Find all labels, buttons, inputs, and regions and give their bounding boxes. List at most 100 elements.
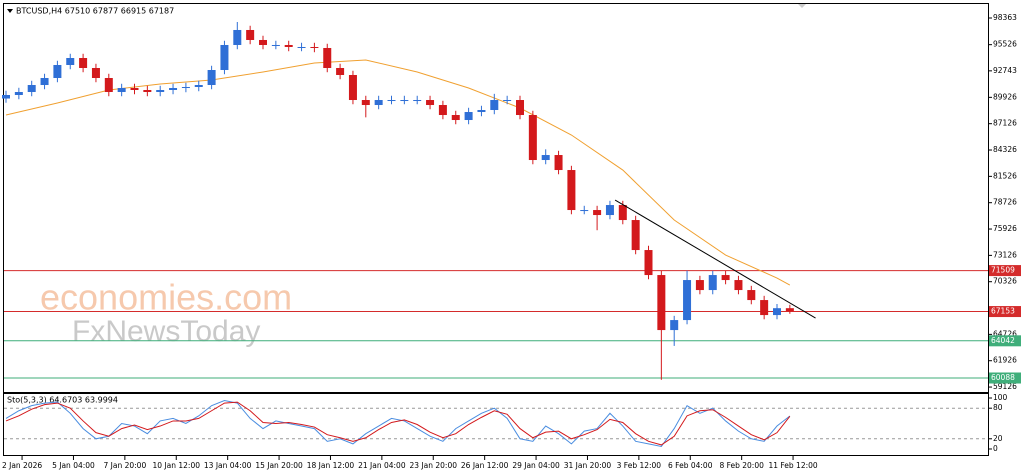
candle-body [593, 210, 602, 216]
candle-body [708, 275, 717, 291]
x-tick-label: 26 Jan 12:00 [461, 461, 509, 470]
candle-body [259, 39, 267, 45]
candle-body [53, 64, 62, 78]
sto-frame [3, 393, 989, 456]
level-label: 71509 [991, 266, 1015, 275]
y-tick-label: 0 [993, 444, 998, 453]
candle-body [670, 320, 679, 331]
candle-body [400, 100, 409, 102]
candle-body [143, 89, 152, 93]
candle-body [580, 210, 589, 212]
candle-body [246, 29, 255, 40]
candle-body [310, 46, 319, 48]
candle-body [503, 100, 512, 102]
y-tick-label: 70326 [993, 277, 1017, 286]
x-tick-label: 18 Jan 12:00 [307, 461, 355, 470]
candle-body [567, 170, 576, 211]
candle-body [27, 85, 36, 93]
candle-body [2, 95, 10, 99]
x-tick-label: 15 Jan 20:00 [255, 461, 303, 470]
x-tick-label: 29 Jan 04:00 [512, 461, 560, 470]
y-tick-label: 73126 [993, 250, 1017, 259]
candle-body [130, 88, 139, 90]
candle-body [785, 308, 794, 312]
candle-body [516, 100, 524, 116]
y-tick-label: 81526 [993, 171, 1017, 180]
y-tick-label: 95526 [993, 40, 1017, 49]
x-tick-label: 13 Jan 04:00 [204, 461, 252, 470]
level-label: 64042 [991, 336, 1015, 345]
candle-body [297, 46, 306, 48]
y-tick-label: 100 [993, 393, 1008, 402]
candle-body [104, 77, 113, 93]
x-tick-label: 2 Jan 2026 [2, 461, 42, 470]
level-label: 67153 [991, 307, 1015, 316]
candle-body [695, 280, 704, 291]
x-tick-label: 8 Feb 20:00 [719, 461, 764, 470]
x-tick-label: 11 Feb 12:00 [768, 461, 817, 470]
level-box [989, 265, 1021, 277]
symbol-arrow [7, 9, 13, 13]
candle-body [181, 86, 190, 89]
candle-body [117, 88, 126, 93]
candle-body [361, 100, 370, 106]
candle-body [40, 77, 49, 86]
y-tick-label: 20 [993, 434, 1003, 443]
x-tick-label: 5 Jan 04:00 [52, 461, 95, 470]
level-box [989, 372, 1021, 384]
candle-body [387, 100, 396, 102]
x-tick-label: 3 Feb 12:00 [617, 461, 662, 470]
candle-body [438, 105, 447, 116]
candle-body [683, 280, 692, 321]
candle-body [66, 58, 75, 65]
candle-body [528, 115, 537, 161]
candle-body [721, 275, 730, 281]
candle-body [233, 29, 242, 45]
candle-body [374, 100, 383, 106]
candle-body [618, 205, 627, 221]
candle-body [220, 44, 229, 71]
marker [798, 4, 806, 8]
y-tick-label: 87126 [993, 119, 1017, 128]
candle-body [464, 112, 473, 121]
y-tick-label: 80 [993, 403, 1003, 412]
candle-body [554, 155, 563, 171]
candle-body [271, 44, 280, 46]
candle-body [734, 280, 743, 291]
candle-body [14, 92, 23, 96]
level-box [989, 306, 1021, 318]
x-tick-label: 6 Feb 04:00 [668, 461, 713, 470]
x-tick-label: 21 Jan 04:00 [358, 461, 406, 470]
sto-line [5, 400, 791, 447]
y-tick-label: 64726 [993, 329, 1017, 338]
candle-body [747, 290, 756, 301]
x-tick-label: 23 Jan 20:00 [410, 461, 458, 470]
candle-body [207, 70, 216, 86]
candle-body [657, 275, 666, 331]
candle-body [413, 100, 422, 102]
y-tick-label: 92743 [993, 66, 1017, 75]
level-box [989, 335, 1021, 347]
candle-body [490, 100, 499, 111]
y-tick-label: 78726 [993, 198, 1017, 207]
level-label: 60088 [991, 373, 1015, 382]
x-tick-label: 7 Jan 20:00 [104, 461, 147, 470]
moving-average [5, 59, 791, 286]
candle-body [284, 44, 293, 47]
y-tick-label: 98363 [993, 13, 1017, 22]
candle-body [194, 85, 203, 87]
candle-body [760, 300, 769, 316]
candle-body [79, 58, 88, 68]
watermark: FxNewsToday [72, 315, 260, 348]
candle-body [336, 67, 345, 75]
main-frame [3, 3, 989, 393]
candle-body [451, 115, 460, 121]
watermark: economies.com [40, 277, 292, 318]
candle-body [773, 308, 781, 316]
candle-body [348, 74, 357, 101]
candle-body [169, 88, 178, 90]
candle-body [631, 220, 640, 251]
y-tick-label: 84326 [993, 145, 1017, 154]
